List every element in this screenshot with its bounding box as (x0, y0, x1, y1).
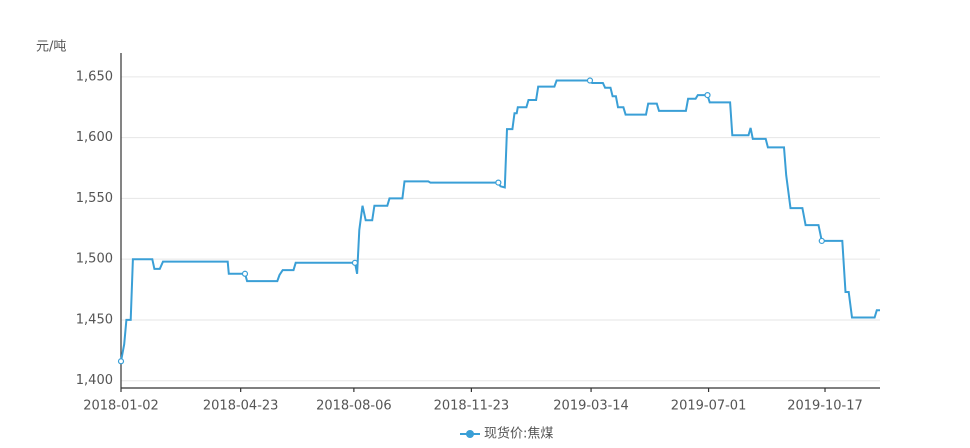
x-tick-label: 2019-07-01 (671, 399, 747, 414)
point-marker (818, 237, 825, 245)
x-tick-label: 2019-03-14 (553, 399, 629, 414)
y-tick-label: 1,450 (76, 312, 113, 327)
x-tick-label: 2018-08-06 (316, 399, 392, 414)
point-marker (586, 77, 594, 84)
point-marker (117, 358, 125, 365)
point-marker (241, 270, 249, 277)
y-tick-label: 1,650 (76, 69, 113, 84)
y-tick-label: 1,600 (76, 130, 113, 145)
y-tick-label: 1,550 (76, 191, 113, 206)
point-marker (704, 92, 711, 99)
y-tick-label: 1,500 (76, 252, 113, 267)
legend-symbol (466, 430, 474, 438)
point-marker (351, 259, 359, 266)
x-tick-label: 2018-01-02 (83, 399, 159, 414)
series-line (120, 79, 880, 362)
legend-label: 现货价:焦煤 (484, 426, 553, 442)
x-tick-label: 2018-04-23 (203, 399, 279, 414)
x-tick-label: 2019-10-17 (787, 399, 863, 414)
y-unit: 元/吨 (36, 40, 66, 55)
y-tick-label: 1,400 (76, 373, 113, 388)
point-marker (495, 179, 502, 186)
x-tick-label: 2018-11-23 (434, 399, 510, 414)
